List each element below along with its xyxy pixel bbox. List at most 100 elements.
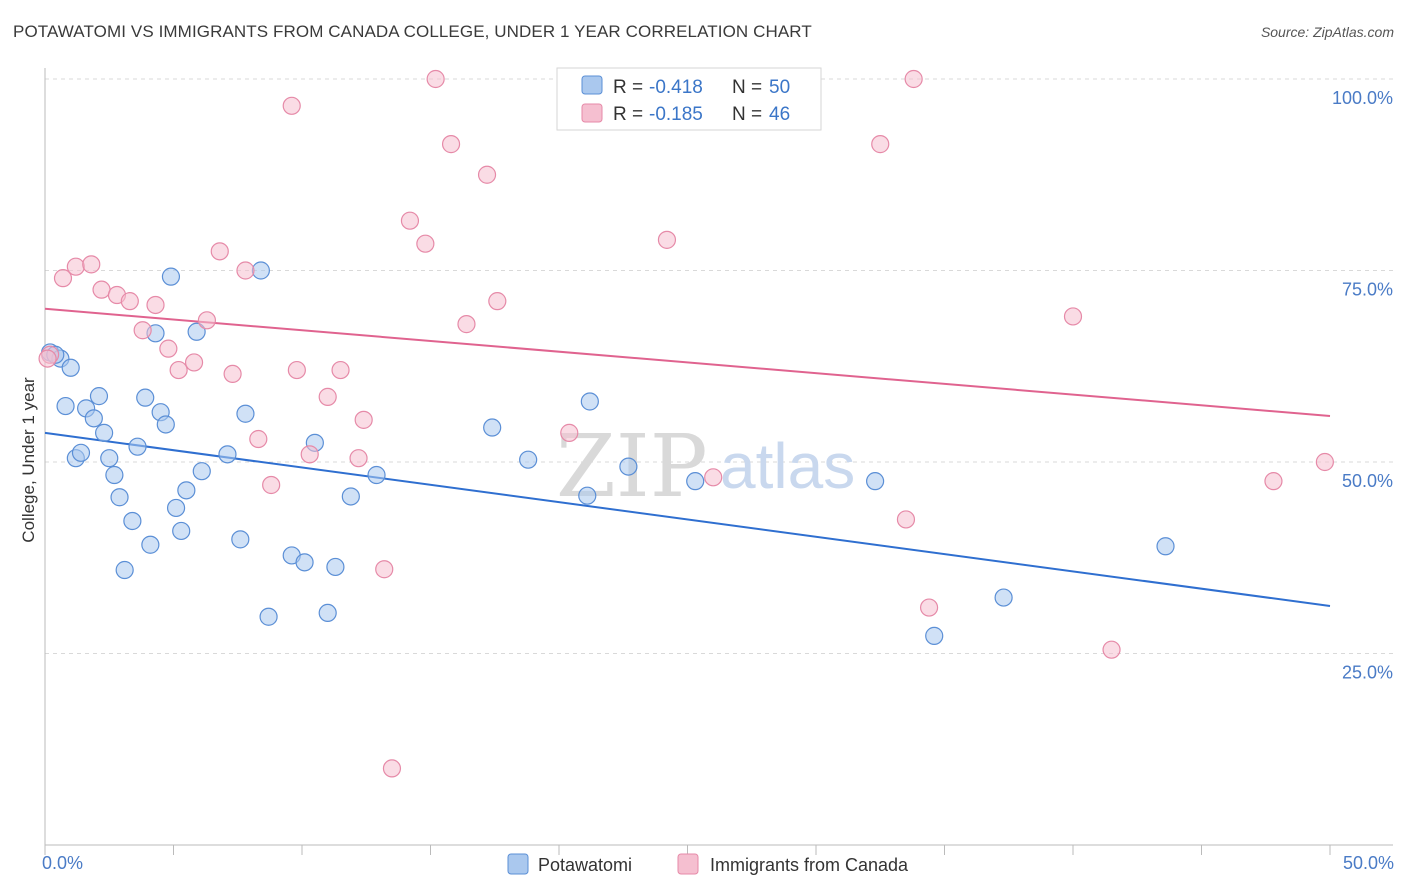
point-immigrants-4 — [92, 280, 111, 299]
point-potawatomi-21 — [161, 267, 181, 286]
watermark-atlas: atlas — [720, 430, 855, 502]
point-immigrants-40 — [904, 69, 923, 89]
point-potawatomi-48 — [1156, 537, 1175, 556]
point-potawatomi-8 — [89, 387, 109, 406]
point-immigrants-17 — [262, 475, 281, 495]
point-potawatomi-2 — [56, 396, 75, 416]
point-potawatomi-5 — [71, 443, 91, 462]
data-points — [38, 69, 1334, 778]
point-potawatomi-14 — [123, 511, 142, 531]
point-potawatomi-39 — [483, 418, 502, 437]
point-immigrants-37 — [871, 135, 890, 154]
point-potawatomi-36 — [326, 557, 345, 577]
point-potawatomi-9 — [95, 423, 114, 442]
point-potawatomi-31 — [259, 607, 278, 626]
point-potawatomi-30 — [251, 261, 270, 280]
point-potawatomi-35 — [318, 603, 337, 623]
point-immigrants-16 — [249, 429, 268, 449]
series-legend-label-potawatomi: Potawatomi — [538, 855, 632, 875]
point-potawatomi-27 — [218, 445, 237, 464]
point-potawatomi-13 — [115, 560, 134, 580]
point-potawatomi-42 — [580, 392, 599, 411]
point-potawatomi-29 — [236, 404, 255, 423]
point-potawatomi-25 — [187, 322, 206, 341]
point-immigrants-3 — [82, 255, 101, 274]
x-tick-label-min: 0.0% — [42, 853, 83, 873]
legend-r-value-1: -0.418 — [649, 77, 703, 98]
point-immigrants-12 — [197, 311, 217, 330]
point-immigrants-38 — [896, 510, 916, 529]
point-immigrants-11 — [184, 353, 204, 372]
legend-n-label-2: N = — [732, 104, 762, 125]
y-tick-label-75: 75.0% — [1342, 280, 1393, 300]
point-immigrants-13 — [210, 242, 229, 261]
point-immigrants-27 — [400, 211, 420, 230]
point-immigrants-6 — [120, 292, 139, 311]
point-immigrants-29 — [426, 69, 445, 89]
stats-legend: R = -0.418 N = 50 R = -0.185 N = 46 — [556, 67, 822, 131]
point-immigrants-18 — [282, 96, 301, 115]
point-immigrants-15 — [236, 261, 255, 280]
point-immigrants-34 — [560, 423, 579, 442]
point-potawatomi-15 — [128, 437, 147, 456]
point-immigrants-31 — [457, 315, 476, 334]
point-immigrants-30 — [441, 135, 461, 154]
point-immigrants-32 — [477, 165, 497, 184]
point-immigrants-28 — [416, 234, 435, 253]
point-immigrants-1 — [53, 269, 73, 288]
point-immigrants-19 — [287, 360, 306, 380]
point-potawatomi-47 — [994, 588, 1013, 607]
point-immigrants-35 — [657, 230, 677, 249]
point-potawatomi-38 — [367, 465, 386, 485]
point-immigrants-14 — [223, 364, 242, 384]
point-immigrants-21 — [318, 387, 337, 406]
watermark: ZIP atlas — [556, 417, 855, 517]
point-immigrants-43 — [1264, 472, 1283, 491]
legend-n-value-1: 50 — [769, 77, 790, 98]
point-immigrants-23 — [349, 449, 368, 468]
point-immigrants-24 — [354, 410, 373, 429]
point-potawatomi-43 — [619, 457, 638, 476]
point-potawatomi-22 — [166, 498, 186, 518]
point-potawatomi-17 — [141, 535, 160, 554]
point-potawatomi-41 — [578, 486, 597, 505]
point-potawatomi-45 — [866, 472, 885, 491]
y-axis-title: College, Under 1 year — [19, 377, 38, 543]
point-immigrants-26 — [382, 759, 402, 778]
point-potawatomi-37 — [341, 487, 360, 506]
legend-r-label-2: R = — [613, 104, 643, 125]
point-potawatomi-11 — [105, 465, 124, 485]
series-legend-label-immigrants: Immigrants from Canada — [710, 855, 909, 875]
y-tick-label-50: 50.0% — [1342, 471, 1393, 491]
point-immigrants-20 — [300, 445, 319, 464]
point-potawatomi-12 — [110, 488, 129, 507]
point-immigrants-42 — [1102, 640, 1121, 659]
point-immigrants-36 — [704, 468, 723, 487]
point-potawatomi-16 — [136, 388, 155, 407]
point-potawatomi-28 — [231, 530, 250, 549]
legend-swatch-immigrants — [581, 103, 603, 123]
gridlines: 25.0% 50.0% 75.0% 100.0% — [45, 78, 1393, 683]
series-legend-swatch-potawatomi — [507, 853, 529, 875]
point-immigrants-33 — [488, 292, 507, 311]
x-tick-label-max: 50.0% — [1343, 853, 1394, 873]
point-potawatomi-46 — [925, 626, 944, 645]
point-immigrants-41 — [1063, 307, 1083, 326]
trend-lines — [44, 307, 1331, 607]
legend-swatch-potawatomi — [581, 75, 603, 95]
point-potawatomi-23 — [172, 521, 191, 541]
point-immigrants-10 — [169, 360, 188, 380]
legend-r-value-2: -0.185 — [649, 104, 703, 125]
point-potawatomi-10 — [100, 449, 119, 468]
legend-n-value-2: 46 — [769, 104, 790, 125]
point-immigrants-45 — [38, 349, 57, 368]
point-immigrants-7 — [133, 321, 152, 340]
point-immigrants-25 — [375, 560, 394, 579]
point-potawatomi-26 — [192, 462, 211, 481]
point-immigrants-9 — [159, 339, 178, 358]
y-tick-label-100: 100.0% — [1332, 88, 1393, 108]
point-immigrants-22 — [331, 360, 350, 380]
point-immigrants-8 — [146, 295, 165, 315]
point-immigrants-2 — [66, 257, 85, 276]
